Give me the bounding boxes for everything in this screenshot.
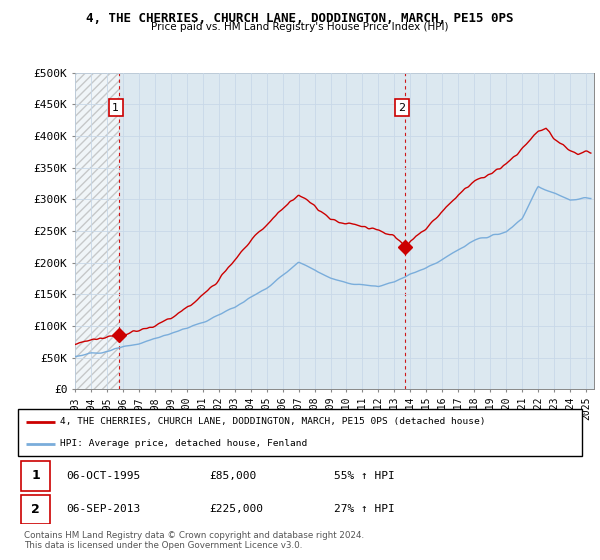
Text: 4, THE CHERRIES, CHURCH LANE, DODDINGTON, MARCH, PE15 0PS: 4, THE CHERRIES, CHURCH LANE, DODDINGTON…	[86, 12, 514, 25]
Text: Price paid vs. HM Land Registry's House Price Index (HPI): Price paid vs. HM Land Registry's House …	[151, 22, 449, 32]
Text: £225,000: £225,000	[210, 505, 264, 515]
FancyBboxPatch shape	[21, 461, 50, 491]
FancyBboxPatch shape	[18, 409, 582, 456]
Text: 2: 2	[398, 102, 406, 113]
Text: 2: 2	[31, 503, 40, 516]
Text: 27% ↑ HPI: 27% ↑ HPI	[334, 505, 395, 515]
Text: 06-SEP-2013: 06-SEP-2013	[66, 505, 140, 515]
Text: 55% ↑ HPI: 55% ↑ HPI	[334, 471, 395, 481]
FancyBboxPatch shape	[21, 494, 50, 524]
Text: 1: 1	[112, 102, 119, 113]
Text: HPI: Average price, detached house, Fenland: HPI: Average price, detached house, Fenl…	[60, 439, 308, 448]
Bar	[75, 73, 119, 389]
Text: 06-OCT-1995: 06-OCT-1995	[66, 471, 140, 481]
Text: 1: 1	[31, 469, 40, 483]
Text: Contains HM Land Registry data © Crown copyright and database right 2024.
This d: Contains HM Land Registry data © Crown c…	[24, 531, 364, 550]
Text: £85,000: £85,000	[210, 471, 257, 481]
Text: 4, THE CHERRIES, CHURCH LANE, DODDINGTON, MARCH, PE15 0PS (detached house): 4, THE CHERRIES, CHURCH LANE, DODDINGTON…	[60, 417, 486, 426]
